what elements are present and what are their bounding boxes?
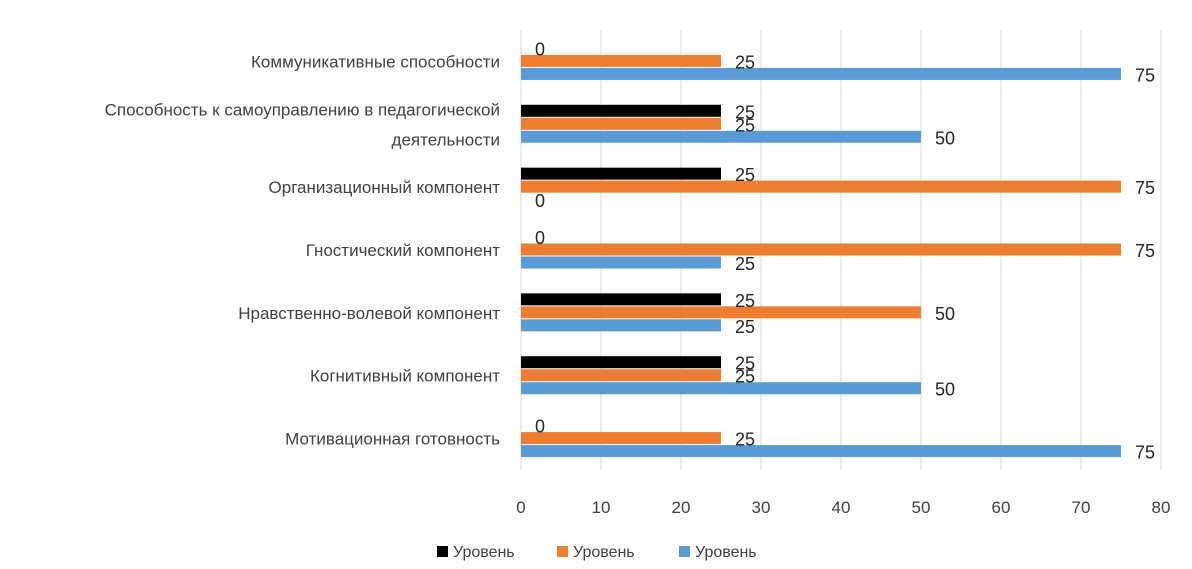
legend-label: Уровень: [453, 544, 515, 561]
data-label: 25: [735, 165, 755, 185]
category-labels: Мотивационная готовность Когнитивный комп…: [105, 52, 501, 448]
bar-series-3: [521, 445, 1121, 458]
category-label: Коммуникативные способности: [251, 52, 500, 71]
bar-series-2: [521, 180, 1121, 193]
legend-swatch-2: [557, 546, 568, 557]
x-tick-label: 20: [672, 498, 691, 517]
bar-series-2: [521, 117, 721, 130]
data-label: 25: [735, 367, 755, 387]
data-label: 25: [735, 291, 755, 311]
data-label: 0: [535, 228, 545, 248]
bar-series-1: [521, 167, 721, 180]
data-label: 25: [735, 254, 755, 274]
legend: Уровень Уровень Уровень: [437, 544, 757, 561]
x-tick-label: 80: [1152, 498, 1171, 517]
bar-series-3: [521, 67, 1121, 80]
data-label: 25: [735, 52, 755, 72]
bar-series-3: [521, 256, 721, 269]
data-label: 75: [1135, 241, 1155, 261]
legend-swatch-3: [679, 546, 690, 557]
legend-label: Уровень: [695, 544, 757, 561]
bar-series-3: [521, 130, 921, 143]
x-tick-label: 30: [752, 498, 771, 517]
bar-series-2: [521, 432, 721, 445]
data-label: 50: [935, 304, 955, 324]
data-label: 25: [735, 115, 755, 135]
x-tick-label: 40: [832, 498, 851, 517]
data-label: 0: [535, 191, 545, 211]
bar-series-2: [521, 54, 721, 67]
category-label: Организационный компонент: [269, 178, 501, 197]
category-label: Нравственно-волевой компонент: [238, 304, 500, 323]
bar-series-1: [521, 104, 721, 117]
bar-series-3: [521, 319, 721, 332]
data-label: 25: [735, 102, 755, 122]
x-tick-label: 70: [1072, 498, 1091, 517]
data-label: 0: [535, 39, 545, 59]
category-label: Когнитивный компонент: [310, 367, 500, 386]
data-label: 25: [735, 430, 755, 450]
data-label: 75: [1135, 178, 1155, 198]
bar-series-1: [521, 293, 721, 306]
bars: [521, 54, 1121, 458]
data-label: 50: [935, 128, 955, 148]
category-label: Способность к самоуправлению в педагогич…: [105, 100, 500, 149]
data-label: 50: [935, 380, 955, 400]
data-label: 0: [535, 417, 545, 437]
bar-series-2: [521, 369, 721, 382]
data-label: 25: [735, 354, 755, 374]
category-label: Мотивационная готовность: [285, 430, 500, 449]
bar-series-1: [521, 356, 721, 369]
bar-series-2: [521, 306, 921, 319]
x-tick-label: 60: [992, 498, 1011, 517]
data-label: 25: [735, 317, 755, 337]
legend-label: Уровень: [573, 544, 635, 561]
x-tick-label: 10: [592, 498, 611, 517]
bar-series-3: [521, 382, 921, 395]
category-label: Гностический компонент: [306, 241, 501, 260]
bar-series-2: [521, 243, 1121, 256]
x-tick-label: 50: [912, 498, 931, 517]
x-tick-label: 0: [516, 498, 525, 517]
data-label: 75: [1135, 443, 1155, 463]
legend-swatch-1: [437, 546, 448, 557]
x-axis-ticks: 0 10 20 30 40 50 60 70 80: [516, 498, 1170, 517]
data-label: 75: [1135, 65, 1155, 85]
